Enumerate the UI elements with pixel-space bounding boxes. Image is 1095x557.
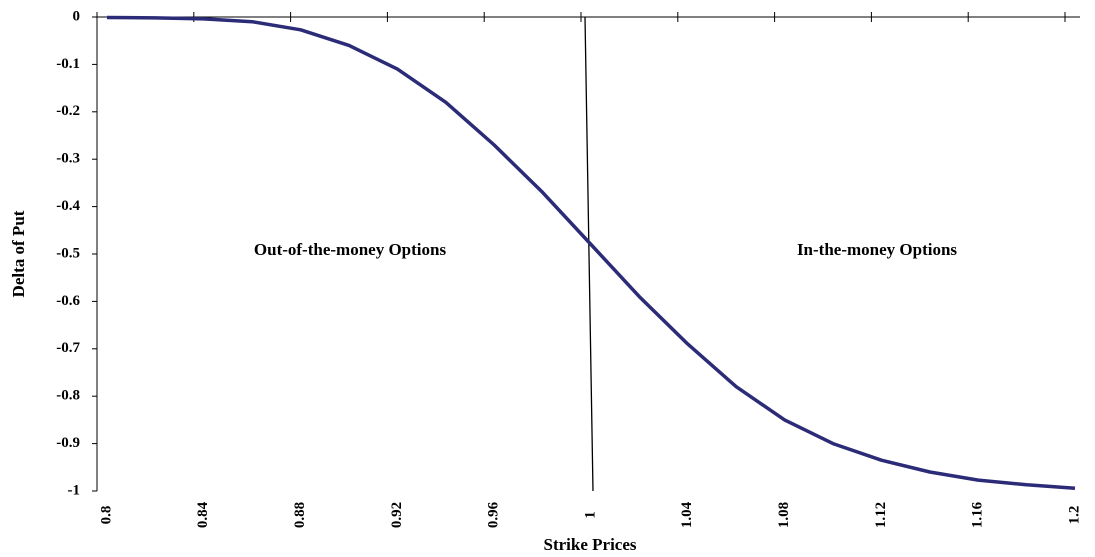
line-series	[106, 15, 1076, 490]
x-tick-label: 1.16	[970, 501, 986, 528]
y-tick-label: -0.1	[56, 56, 80, 72]
x-tick-label: 1.12	[873, 502, 889, 528]
x-tick-label: 0.8	[98, 506, 114, 525]
y-tick-label: -0.8	[56, 388, 80, 404]
x-tick-label: 1	[582, 511, 598, 519]
annotation: In-the-money Options	[797, 240, 957, 259]
y-tick-label: -0.9	[56, 435, 80, 451]
x-tick-label: 0.92	[389, 502, 405, 528]
y-tick-label: -0.5	[56, 245, 80, 261]
divider-line	[584, 16, 594, 492]
x-tick-label: 1.08	[776, 502, 792, 528]
y-tick-label: -0.4	[56, 198, 80, 214]
annotation: Out-of-the-money Options	[254, 240, 447, 259]
y-axis-title: Delta of Put	[9, 210, 28, 297]
y-tick-label: -1	[68, 482, 81, 498]
y-tick-label: -0.6	[56, 293, 80, 309]
x-tick-label: 1.04	[679, 501, 695, 528]
x-tick-label: 0.84	[195, 501, 211, 528]
x-tick-label: 1.2	[1066, 506, 1082, 525]
y-tick-label: 0	[73, 8, 81, 24]
y-tick-label: -0.2	[56, 103, 80, 119]
x-tick-label: 0.96	[486, 501, 502, 528]
y-tick-label: -0.7	[56, 340, 80, 356]
y-tick-label: -0.3	[56, 151, 80, 167]
x-axis-title: Strike Prices	[544, 535, 637, 554]
x-tick-label: 0.88	[292, 502, 308, 528]
